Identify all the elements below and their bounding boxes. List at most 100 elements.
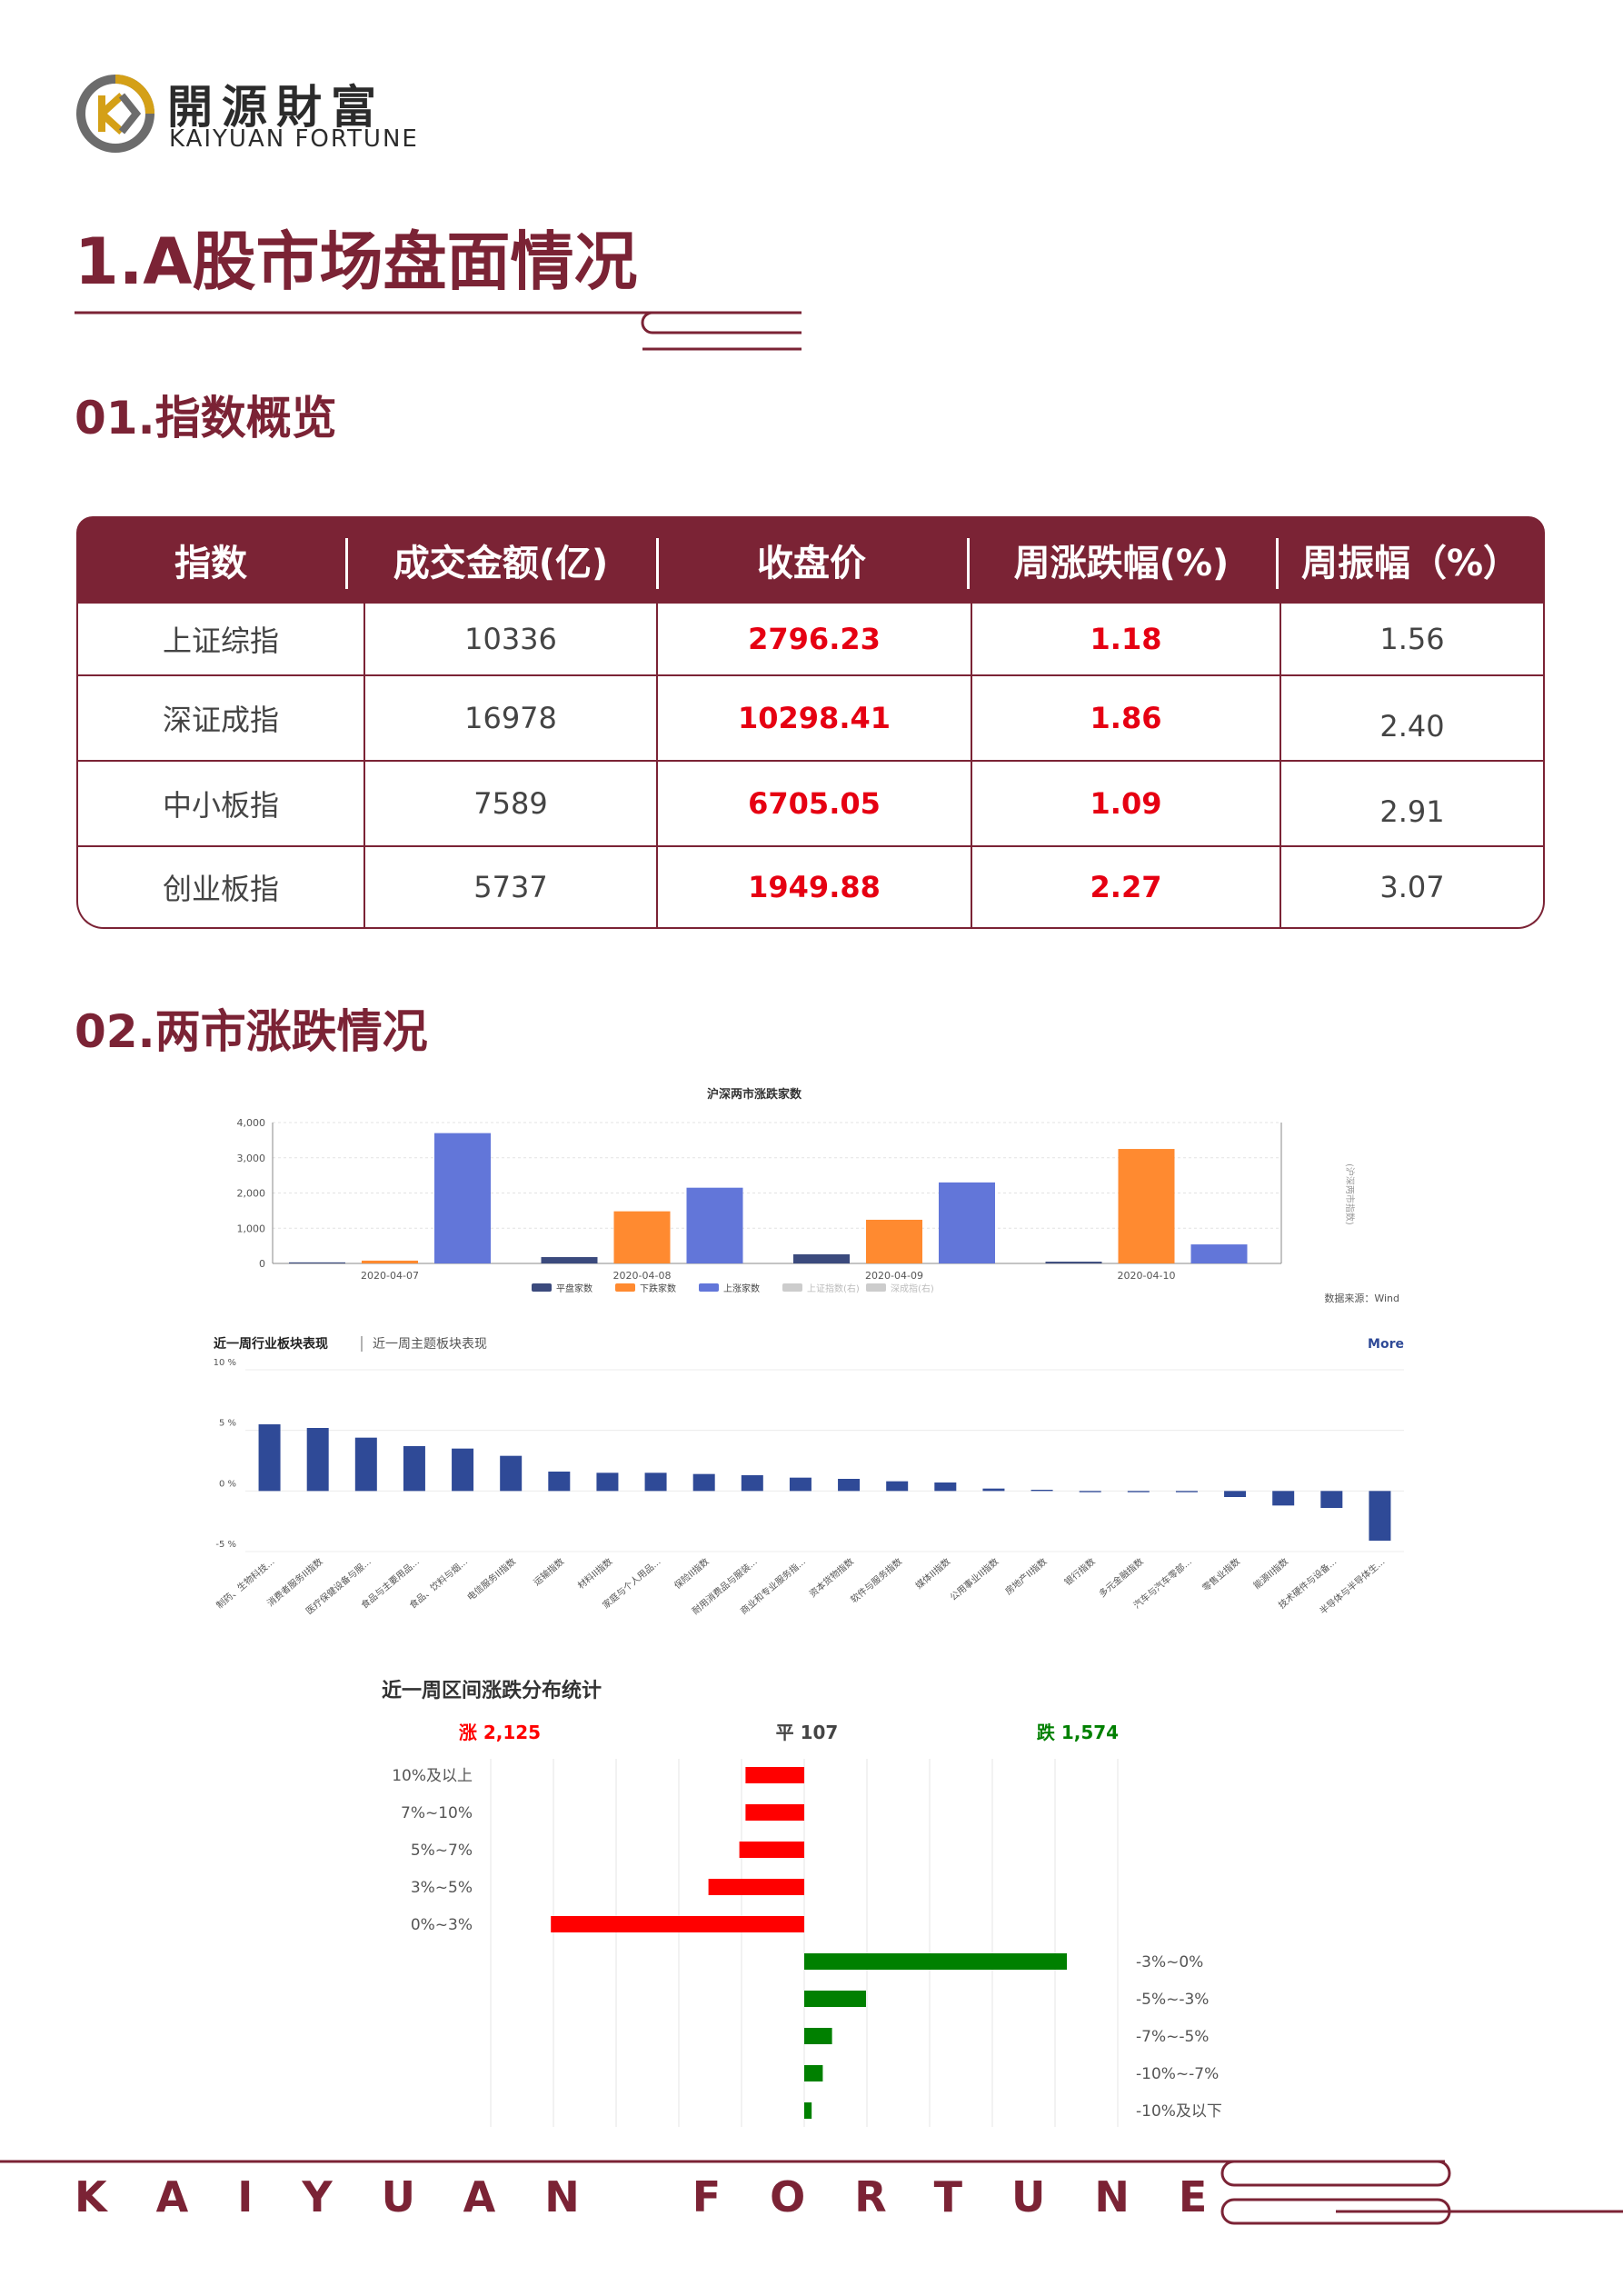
table-cell: 10298.41 — [656, 676, 971, 760]
x-tick-label: 电信服务II指数 — [464, 1555, 518, 1602]
table-cell: 6705.05 — [656, 762, 971, 845]
table-header-cell: 周振幅（%） — [1276, 516, 1545, 604]
x-tick-label: 保险II指数 — [672, 1555, 712, 1591]
category-label: -5%~-3% — [1136, 1991, 1209, 2009]
table-cell: 1.09 — [971, 762, 1279, 845]
x-tick-label: 材料II指数 — [575, 1555, 615, 1591]
legend-swatch — [699, 1283, 719, 1292]
y-tick-label: 0 — [259, 1258, 265, 1270]
more-link: More — [1368, 1337, 1404, 1352]
bar — [452, 1448, 474, 1492]
bar — [1272, 1491, 1295, 1506]
legend-label: 下跌家数 — [640, 1283, 676, 1294]
bar — [613, 1211, 671, 1263]
bar — [1118, 1149, 1175, 1263]
table-row: 创业板指 5737 1949.88 2.27 3.07 — [78, 847, 1543, 927]
x-tick-label: 媒体II指数 — [913, 1555, 953, 1591]
bar — [804, 2028, 832, 2044]
bar — [686, 1187, 743, 1263]
category-label: 3%~5% — [411, 1879, 473, 1897]
subheading-index-overview: 01.指数概览 — [75, 392, 337, 444]
up-count: 涨 2,125 — [459, 1722, 541, 1743]
bar — [548, 1472, 571, 1492]
table-header-cell: 指数 — [174, 543, 247, 584]
y-tick-label: 2,000 — [237, 1188, 266, 1200]
bar — [1031, 1490, 1053, 1492]
bar — [403, 1446, 425, 1492]
legend-swatch — [782, 1283, 802, 1292]
x-tick-label: 多元金融指数 — [1096, 1555, 1145, 1600]
tab-active: 近一周行业板块表现 — [214, 1336, 328, 1352]
bar — [258, 1424, 281, 1492]
kaiyuan-logo-icon — [76, 75, 154, 153]
brand-name-en: KAIYUAN FORTUNE — [169, 125, 419, 153]
x-tick-label: 公用事业II指数 — [948, 1555, 1001, 1602]
y-tick-label: 0 % — [219, 1479, 236, 1489]
legend-swatch — [532, 1283, 552, 1292]
table-cell: 1.86 — [971, 676, 1279, 760]
x-tick-label: 银行指数 — [1062, 1555, 1098, 1588]
table-header-cell: 收盘价 — [656, 516, 967, 604]
section-title: 1.A股市场盘面情况 — [75, 225, 638, 299]
bar — [596, 1472, 619, 1492]
table-cell: 10336 — [363, 604, 656, 674]
table-cell: 深证成指 — [162, 703, 279, 737]
table-cell: 1.56 — [1279, 604, 1543, 674]
category-label: -10%~-7% — [1136, 2065, 1219, 2083]
bar — [804, 2102, 812, 2119]
table-cell: 5737 — [363, 847, 656, 927]
y-tick-label: 3,000 — [237, 1153, 266, 1164]
subheading-market-up-down: 02.两市涨跌情况 — [75, 1005, 428, 1058]
chart-title: 近一周区间涨跌分布统计 — [382, 1679, 602, 1702]
legend-swatch — [615, 1283, 635, 1292]
table-cell: 上证综指 — [162, 624, 279, 658]
x-tick-label: 资本货物指数 — [807, 1555, 856, 1600]
bar — [793, 1253, 850, 1263]
bar — [739, 1842, 804, 1858]
bar — [692, 1473, 715, 1492]
bar — [804, 2065, 823, 2081]
table-row: 中小板指 7589 6705.05 1.09 2.91 — [78, 762, 1543, 847]
brand-name-cn: 開源財富 — [167, 80, 385, 134]
table-cell: 7589 — [363, 762, 656, 845]
bar — [1127, 1491, 1150, 1492]
index-table: 指数 成交金额(亿) 收盘价 周涨跌幅(%) 周振幅（%） 上证综指 10336… — [76, 516, 1545, 929]
category-label: -7%~-5% — [1136, 2028, 1209, 2046]
x-tick-label: 零售业指数 — [1200, 1555, 1242, 1593]
table-cell: 中小板指 — [162, 788, 279, 823]
bar — [434, 1133, 491, 1263]
bar — [939, 1182, 995, 1263]
footer-decoration — [0, 2160, 1623, 2225]
table-header-cell: 周涨跌幅(%) — [967, 516, 1276, 604]
up-down-count-chart: 沪深两市涨跌家数 4,000 3,000 2,000 1,000 0 (沪深两市指数) 202… — [237, 1087, 1400, 1304]
bar — [804, 1991, 866, 2007]
bar — [804, 1953, 1067, 1970]
table-header: 指数 成交金额(亿) 收盘价 周涨跌幅(%) 周振幅（%） — [76, 516, 1545, 604]
tab-inactive: 近一周主题板块表现 — [373, 1337, 487, 1352]
right-axis-label: (沪深两市指数) — [1344, 1163, 1356, 1225]
table-body: 上证综指 10336 2796.23 1.18 1.56 深证成指 16978 … — [76, 604, 1545, 929]
bar — [1190, 1244, 1248, 1263]
category-label: 0%~3% — [411, 1916, 473, 1934]
bar — [708, 1879, 804, 1895]
y-tick-label: 4,000 — [237, 1117, 266, 1129]
bar — [745, 1767, 804, 1783]
table-cell: 3.07 — [1279, 847, 1543, 927]
bar — [1320, 1491, 1343, 1508]
table-row: 上证综指 10336 2796.23 1.18 1.56 — [78, 604, 1543, 676]
chart-title: 沪深两市涨跌家数 — [707, 1087, 802, 1102]
category-label: -3%~0% — [1136, 1953, 1203, 1972]
x-tick-label: 2020-04-07 — [361, 1270, 419, 1282]
flat-count: 平 107 — [776, 1722, 839, 1743]
category-label: 7%~10% — [401, 1804, 473, 1822]
category-label: 5%~7% — [411, 1842, 473, 1860]
bar — [541, 1257, 598, 1263]
bar — [1369, 1491, 1391, 1541]
x-tick-label: 2020-04-10 — [1118, 1270, 1176, 1282]
table-row: 深证成指 16978 10298.41 1.86 2.40 — [78, 676, 1543, 762]
legend-label: 平盘家数 — [556, 1283, 592, 1294]
bar — [934, 1482, 957, 1492]
bar — [1224, 1491, 1247, 1497]
